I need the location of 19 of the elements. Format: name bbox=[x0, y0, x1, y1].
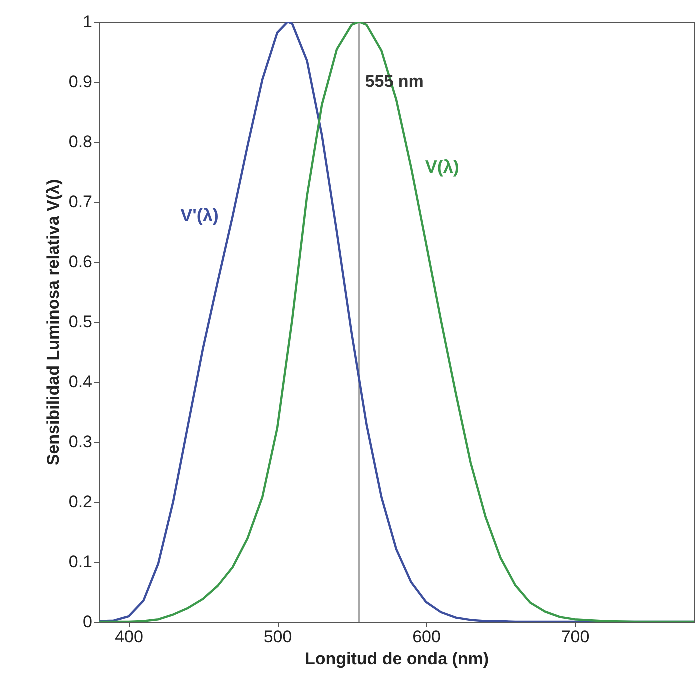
y-tick-label: 0.3 bbox=[68, 432, 92, 452]
y-axis-title: Sensibilidad Luminosa relativa V(λ) bbox=[44, 179, 63, 466]
x-tick-label: 700 bbox=[561, 628, 590, 646]
y-tick-label: 0.6 bbox=[68, 252, 92, 272]
x-tick-label: 600 bbox=[412, 628, 441, 646]
y-tick-label: 0.9 bbox=[68, 72, 92, 92]
y-tick-label: 0.5 bbox=[68, 312, 92, 332]
x-tick-label: 500 bbox=[264, 628, 292, 646]
x-tick-label: 400 bbox=[115, 628, 144, 646]
y-tick-label: 0.8 bbox=[68, 132, 92, 152]
series-label: V(λ) bbox=[425, 156, 460, 177]
y-tick-label: 1 bbox=[83, 12, 92, 32]
series-label: V'(λ) bbox=[180, 205, 219, 226]
y-tick-label: 0.4 bbox=[68, 372, 92, 392]
y-tick-label: 0.1 bbox=[68, 552, 92, 572]
y-tick-label: 0.7 bbox=[68, 192, 92, 212]
y-tick-label: 0 bbox=[83, 612, 92, 632]
y-tick-label: 0.2 bbox=[68, 492, 92, 512]
x-axis-title: Longitud de onda (nm) bbox=[304, 650, 490, 668]
